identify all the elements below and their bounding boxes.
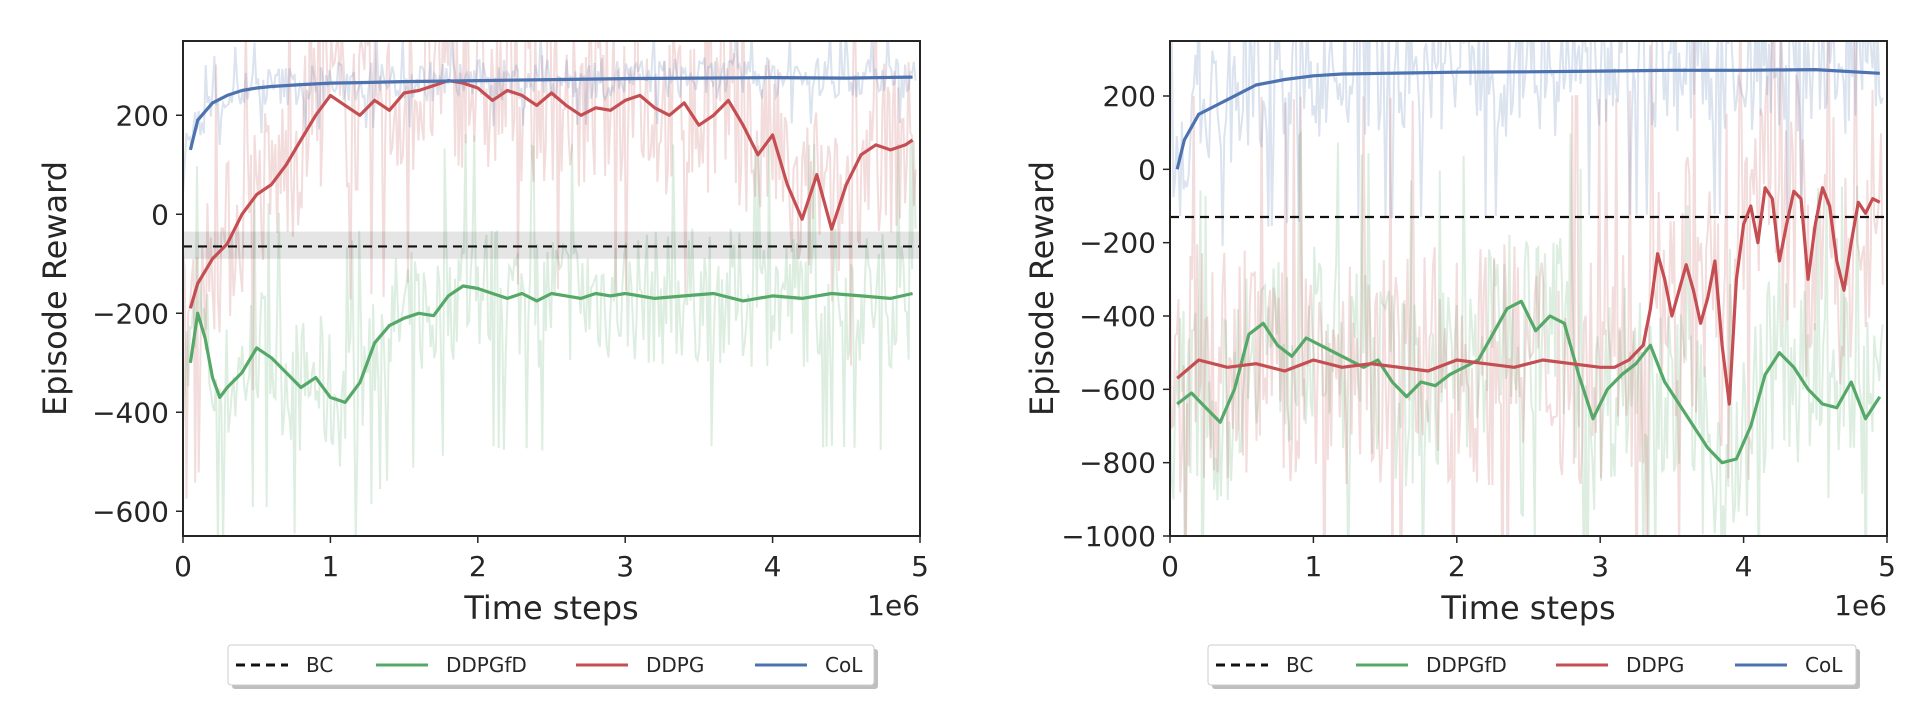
legend-label-bc: BC <box>306 653 333 677</box>
series-noise-ddpgfd <box>1170 130 1884 536</box>
legend: BC DDPGfD DDPG CoL <box>227 644 878 689</box>
x-tick-label: 5 <box>911 550 929 583</box>
series-line-ddpgfd <box>1176 299 1882 465</box>
series-noise-col <box>1170 41 1884 247</box>
x-axis-title: Time steps <box>463 589 638 627</box>
legend-label-bc: BC <box>1286 653 1313 677</box>
right-chart-panel: 0 1 2 3 4 5 −1000 −800 −600 −400 −200 0 200 Time step… <box>1023 40 1896 689</box>
x-tick-label: 2 <box>469 550 487 583</box>
series-noise-ddpg <box>183 41 917 499</box>
legend-label-ddpg: DDPG <box>1626 653 1684 677</box>
x-tick-label: 3 <box>1591 550 1609 583</box>
y-tick-label: −200 <box>1079 227 1156 260</box>
y-tick-label: −800 <box>1079 447 1156 480</box>
left-chart-panel: 0 1 2 3 4 5 −600 −400 −200 0 200 Time steps 1e6 Episo… <box>36 40 929 689</box>
legend-label-col: CoL <box>1805 653 1843 677</box>
x-tick-label: 4 <box>764 550 782 583</box>
series-line-ddpg <box>1176 186 1881 406</box>
x-tick-label: 1 <box>1304 550 1322 583</box>
y-tick-label: −400 <box>92 396 169 429</box>
x-axis-offset: 1e6 <box>1834 589 1887 622</box>
x-tick-label: 0 <box>174 550 192 583</box>
y-tick-label: 200 <box>1103 80 1156 113</box>
y-tick-label: 0 <box>151 198 169 231</box>
y-axis-title: Episode Reward <box>1023 161 1061 416</box>
series-line-ddpgfd <box>188 284 913 404</box>
y-tick-label: −400 <box>1079 300 1156 333</box>
series-noise-ddpgfd <box>183 133 917 536</box>
x-tick-label: 3 <box>616 550 634 583</box>
series-line-col <box>188 75 913 151</box>
legend-label-ddpgfd: DDPGfD <box>1426 653 1507 677</box>
plot-area <box>183 41 920 536</box>
legend-box <box>1207 644 1857 686</box>
legend-label-col: CoL <box>825 653 863 677</box>
y-tick-label: 200 <box>116 99 169 132</box>
legend-box <box>227 644 875 686</box>
x-tick-label: 5 <box>1878 550 1896 583</box>
axes-frame <box>182 40 921 537</box>
series-line-ddpg <box>188 78 914 309</box>
plot-area <box>1170 41 1887 536</box>
x-tick-label: 0 <box>1161 550 1179 583</box>
legend-label-ddpgfd: DDPGfD <box>446 653 527 677</box>
x-tick-label: 1 <box>321 550 339 583</box>
x-axis-title: Time steps <box>1440 589 1615 627</box>
series-line-col <box>1175 67 1880 170</box>
x-tick-label: 4 <box>1735 550 1753 583</box>
y-tick-label: −600 <box>92 495 169 528</box>
x-axis-offset: 1e6 <box>867 589 920 622</box>
y-tick-label: 0 <box>1138 153 1156 186</box>
y-axis-title: Episode Reward <box>36 161 74 416</box>
legend-label-ddpg: DDPG <box>646 653 704 677</box>
x-tick-label: 2 <box>1448 550 1466 583</box>
y-tick-label: −200 <box>92 297 169 330</box>
bc-band <box>183 231 920 259</box>
y-tick-label: −600 <box>1079 373 1156 406</box>
axes-frame <box>1169 40 1888 537</box>
y-tick-label: −1000 <box>1061 520 1156 553</box>
legend: BC DDPGfD DDPG CoL <box>1207 644 1860 689</box>
